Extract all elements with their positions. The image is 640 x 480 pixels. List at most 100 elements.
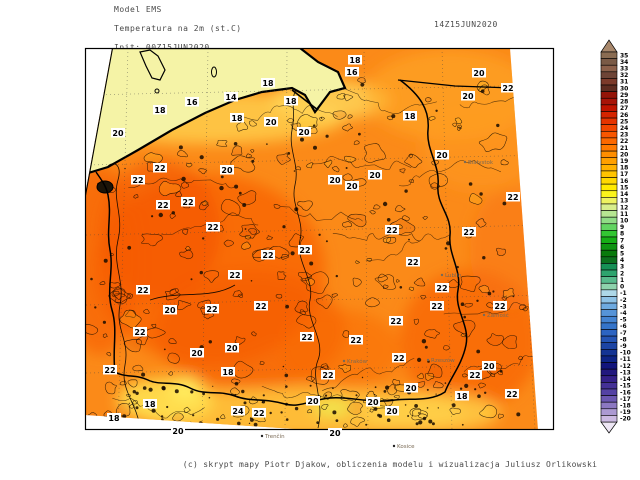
colorbar-tick-label: 13 (620, 198, 628, 205)
svg-text:22: 22 (182, 198, 193, 207)
svg-text:18: 18 (262, 79, 274, 88)
svg-text:22: 22 (301, 333, 312, 342)
svg-text:22: 22 (206, 305, 217, 314)
temp-label: 20 (368, 170, 382, 180)
svg-text:18: 18 (349, 56, 361, 65)
colorbar-segment (600, 249, 618, 258)
svg-text:20: 20 (329, 429, 341, 438)
colorbar-segment (600, 223, 618, 231)
colorbar-over-arrow (600, 39, 618, 53)
temp-label: 22 (228, 270, 242, 280)
temp-label: 22 (205, 304, 219, 314)
svg-text:20: 20 (298, 128, 310, 137)
temp-label: 20 (297, 127, 311, 137)
temp-label: 20 (345, 181, 359, 191)
colorbar-tick-label: 27 (620, 105, 628, 112)
svg-text:20: 20 (386, 407, 398, 416)
colorbar-tick-label: 15 (620, 184, 628, 191)
svg-text:20: 20 (473, 69, 485, 78)
colorbar-segment (600, 302, 618, 310)
svg-text:22: 22 (436, 284, 447, 293)
temp-label: 22 (321, 370, 335, 380)
colorbar-segment (600, 289, 618, 297)
small-island (211, 66, 217, 78)
colorbar-segment (600, 104, 618, 112)
svg-text:20: 20 (367, 398, 379, 407)
city-name: Rzeszów (431, 357, 455, 364)
svg-text:22: 22 (207, 223, 218, 232)
colorbar-segment (600, 296, 618, 304)
colorbar-tick-label: 26 (620, 112, 628, 119)
svg-text:22: 22 (253, 409, 264, 418)
svg-text:16: 16 (346, 68, 358, 77)
colorbar-segment (600, 335, 618, 344)
colorbar-tick-label: 8 (620, 231, 624, 238)
svg-text:18: 18 (285, 97, 297, 106)
colorbar-tick-label: 31 (620, 79, 628, 86)
colorbar-segment (600, 362, 618, 370)
city-labels: Białystok Lublin Kraków Rzeszów Zamość Trenčí… (260, 160, 509, 450)
colorbar-tick-label: 7 (620, 237, 624, 244)
colorbar-segment (600, 183, 618, 192)
colorbar-segment (600, 203, 618, 211)
temp-label: 18 (455, 391, 469, 401)
svg-text:20: 20 (112, 129, 124, 138)
baltic-sea (85, 48, 347, 196)
svg-text:20: 20 (462, 92, 474, 101)
map-land-area (85, 48, 538, 430)
svg-text:16: 16 (186, 98, 198, 107)
svg-text:20: 20 (436, 151, 448, 160)
colorbar-tick-label: -18 (620, 402, 631, 409)
svg-text:22: 22 (104, 366, 115, 375)
bornholm-island (139, 49, 166, 81)
model-name: Model EMS (114, 5, 162, 14)
temp-label: 22 (136, 285, 150, 295)
temp-label: 22 (153, 163, 167, 173)
temp-label: 20 (328, 175, 342, 185)
svg-text:18: 18 (154, 106, 166, 115)
colorbar-segment (600, 342, 618, 350)
city-dot (482, 313, 486, 317)
colorbar-tick-label: 5 (620, 251, 624, 258)
colorbar-tick-label: 17 (620, 171, 628, 178)
colorbar-segment (600, 170, 618, 178)
svg-text:22: 22 (393, 354, 404, 363)
temp-label: 20 (366, 397, 380, 407)
temp-label: 20 (264, 117, 278, 127)
temp-label: 20 (461, 91, 475, 101)
colorbar-segment (600, 395, 618, 403)
svg-text:22: 22 (134, 328, 145, 337)
temp-label: 22 (349, 335, 363, 345)
colorbar-segment (600, 355, 618, 363)
city-dot (426, 358, 430, 362)
colorbar-tick-label: -11 (620, 356, 631, 363)
colorbar-tick-label: 14 (620, 191, 628, 198)
colorbar-tick-label: 2 (620, 270, 624, 277)
svg-text:20: 20 (369, 171, 381, 180)
temp-label: 20 (220, 165, 234, 175)
colorbar-segment (600, 388, 618, 396)
colorbar-segment (600, 243, 618, 251)
colorbar-tick-label: 1 (620, 277, 624, 284)
temp-label: 20 (111, 128, 125, 138)
colorbar-segment (600, 230, 618, 238)
colorbar-tick-label: 29 (620, 92, 628, 99)
colorbar-tick-label: -19 (620, 409, 631, 416)
svg-text:22: 22 (137, 286, 148, 295)
temp-label: 22 (385, 225, 399, 235)
colorbar-tick-label: 6 (620, 244, 624, 251)
svg-text:22: 22 (469, 371, 480, 380)
svg-text:22: 22 (322, 371, 333, 380)
colorbar-segment (600, 58, 618, 66)
svg-text:20: 20 (164, 306, 176, 315)
svg-text:18: 18 (404, 112, 416, 121)
colorbar-segment (600, 309, 618, 317)
colorbar-segment (600, 78, 618, 86)
svg-text:22: 22 (506, 390, 517, 399)
city-dot (392, 444, 396, 448)
colorbar-tick-label: 3 (620, 264, 624, 271)
colorbar-tick-label: -20 (620, 416, 631, 423)
svg-text:22: 22 (431, 302, 442, 311)
